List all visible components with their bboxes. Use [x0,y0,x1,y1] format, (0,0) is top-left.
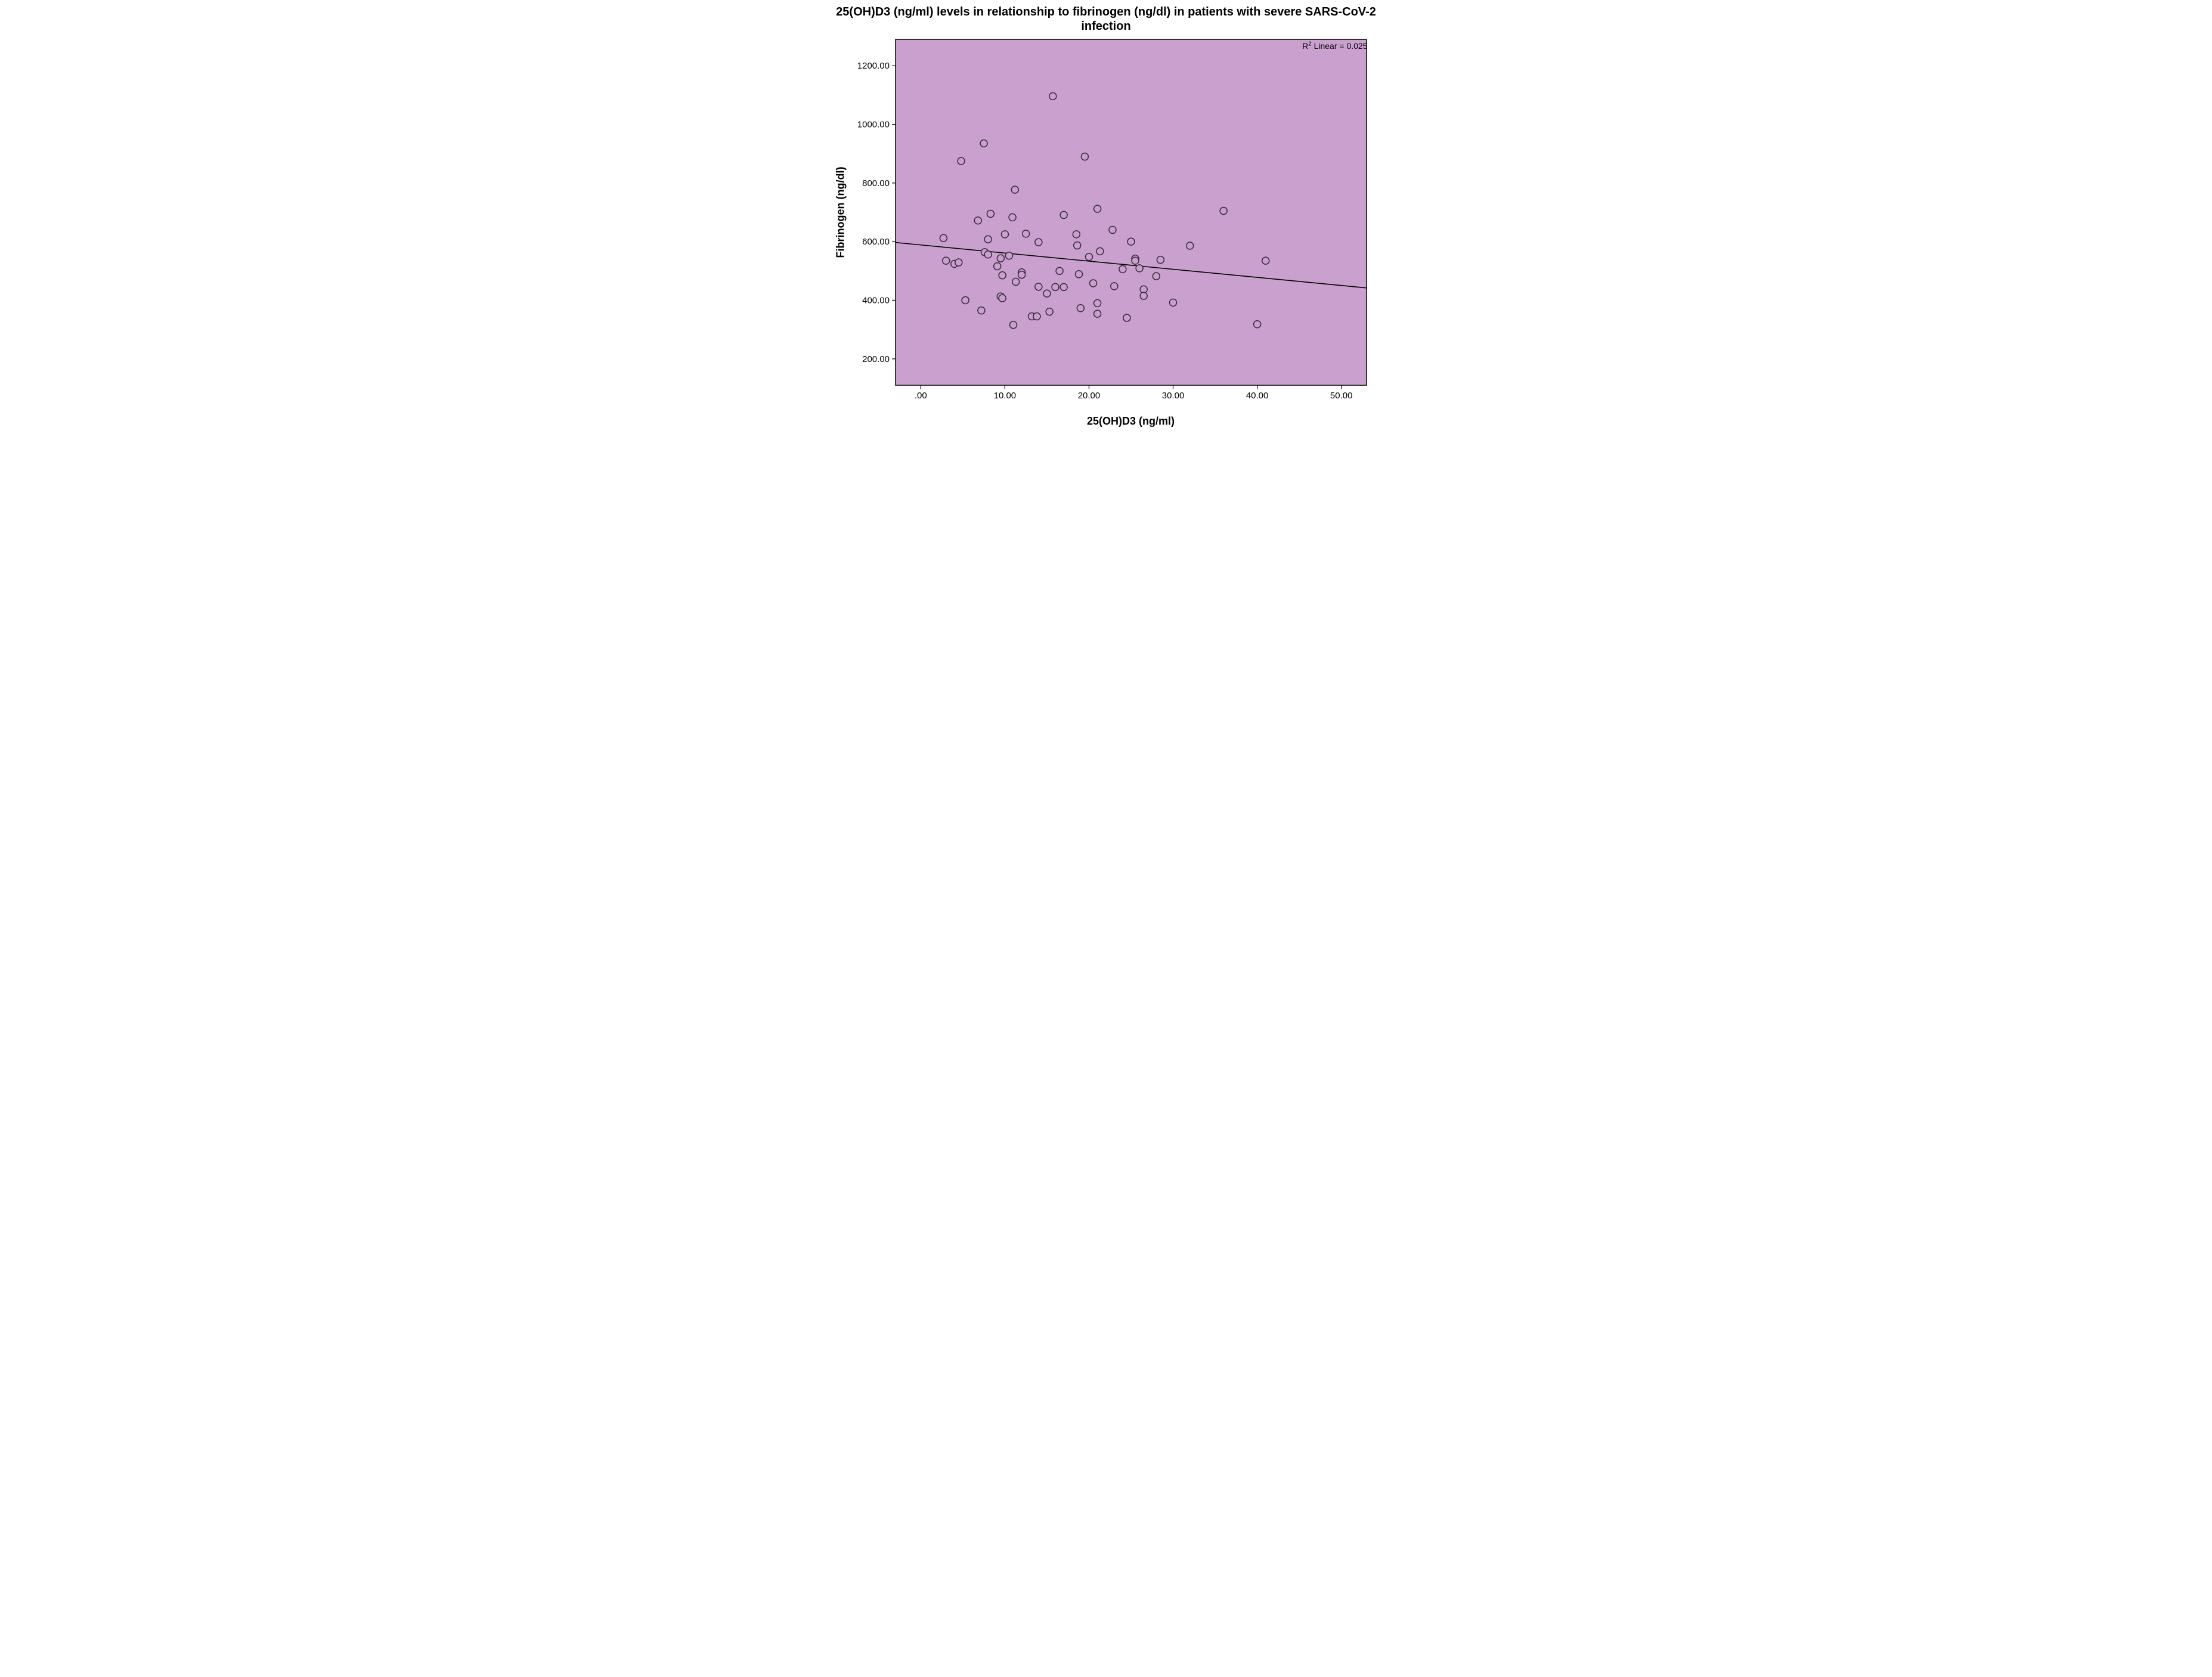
svg-text:1000.00: 1000.00 [857,120,889,130]
svg-text:30.00: 30.00 [1161,391,1184,401]
svg-text:20.00: 20.00 [1077,391,1100,401]
svg-text:400.00: 400.00 [862,295,890,305]
svg-text:600.00: 600.00 [862,237,890,247]
svg-text:10.00: 10.00 [993,391,1016,401]
svg-text:200.00: 200.00 [862,354,890,364]
chart-title: 25(OH)D3 (ng/ml) levels in relationship … [830,5,1383,33]
y-axis-label: Fibrinogen (ng/dl) [834,167,847,258]
svg-text:40.00: 40.00 [1246,391,1268,401]
svg-text:800.00: 800.00 [862,178,890,188]
chart-container: 25(OH)D3 (ng/ml) levels in relationship … [830,0,1383,428]
svg-text:1200.00: 1200.00 [857,61,889,71]
annotation-text: R2 Linear = 0.025 [1302,41,1367,51]
scatter-plot-svg: .00 10.00 20.00 30.00 40.00 50.00 200.00 400.00… [830,33,1383,415]
svg-text:.00: .00 [914,391,927,401]
svg-text:50.00: 50.00 [1330,391,1352,401]
figure-area: .00 10.00 20.00 30.00 40.00 50.00 200.00 400.00… [830,33,1383,415]
r-squared-annotation: R2 Linear = 0.025 [1302,41,1367,51]
x-axis-label: 25(OH)D3 (ng/ml) [830,415,1383,428]
